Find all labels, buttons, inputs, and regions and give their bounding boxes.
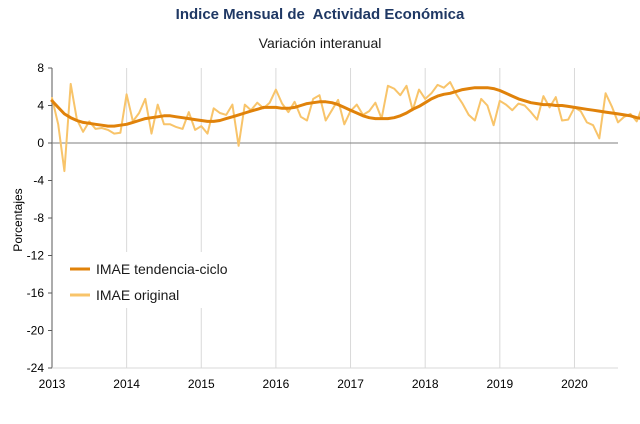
x-tick-label: 2020 xyxy=(561,377,588,391)
y-tick-label: -8 xyxy=(33,211,44,225)
x-tick-label: 2019 xyxy=(486,377,513,391)
legend-label-tendencia: IMAE tendencia-ciclo xyxy=(96,261,228,277)
y-tick-label: -12 xyxy=(27,249,45,263)
y-tick-label: 0 xyxy=(37,136,44,150)
x-tick-label: 2014 xyxy=(113,377,140,391)
series-lines xyxy=(50,81,640,173)
y-tick-label: -24 xyxy=(27,361,45,375)
y-tick-label: -4 xyxy=(33,174,44,188)
legend-background xyxy=(62,252,242,308)
chart-subtitle: Variación interanual xyxy=(258,35,382,51)
x-tick-label: 2015 xyxy=(188,377,215,391)
series-line-original xyxy=(51,81,640,173)
y-tick-label: -20 xyxy=(27,324,45,338)
y-tick-label: 4 xyxy=(37,99,44,113)
legend: IMAE tendencia-ciclo IMAE original xyxy=(62,252,242,308)
legend-label-original: IMAE original xyxy=(96,287,179,303)
axes: 2013 2014 2015 2016 2017 2018 2019 2020 8 4 0 -4 -8 -… xyxy=(27,61,618,391)
x-tick-label: 2013 xyxy=(39,377,66,391)
x-tick-label: 2016 xyxy=(263,377,290,391)
x-tick-label: 2018 xyxy=(412,377,439,391)
x-tick-label: 2017 xyxy=(337,377,364,391)
series-line-tendencia xyxy=(50,86,640,128)
y-axis-label: Porcentajes xyxy=(11,188,25,251)
chart-title: Indice Mensual de Actividad Económica xyxy=(175,6,465,23)
y-tick-label: -16 xyxy=(27,286,45,300)
y-tick-label: 8 xyxy=(37,61,44,75)
